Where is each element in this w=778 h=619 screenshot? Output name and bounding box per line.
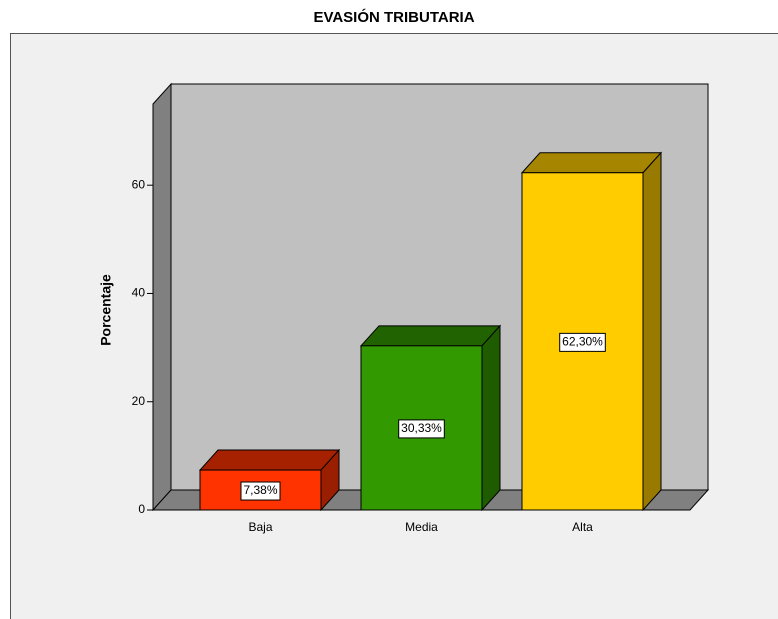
value-label-box [240,481,281,501]
bar [359,324,502,512]
value-label: 62,30% [562,335,603,349]
value-label: 30,33% [401,421,442,435]
y-axis-label: Porcentaje [98,274,114,346]
bar-top [198,449,341,471]
y-tick-label: 0 [138,502,145,516]
x-tick-label: Media [405,520,438,534]
bar-top [520,152,663,174]
value-label: 7,38% [243,483,277,497]
bar-top [359,325,502,347]
frame-border [10,33,778,619]
bar [198,448,341,512]
chart-title: EVASIÓN TRIBUTARIA [313,8,474,26]
value-label-box [559,332,606,352]
bar-side [481,324,501,512]
bar-side [642,151,662,512]
y-tick-label: 20 [132,394,146,408]
y-tick-label: 40 [132,286,146,300]
y-tick-label: 60 [132,177,146,191]
x-tick-label: Alta [572,520,593,534]
x-tick-label: Baja [248,520,272,534]
bar [520,151,663,512]
side-wall [152,82,172,512]
value-label-box [398,419,445,439]
